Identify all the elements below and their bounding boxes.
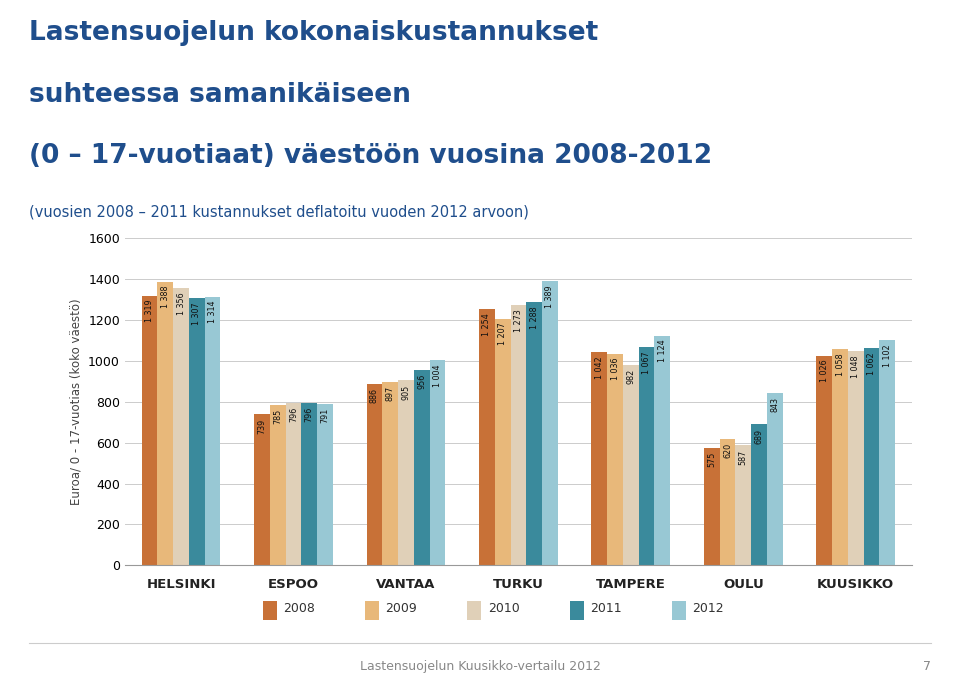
- Text: 1 307: 1 307: [192, 302, 202, 325]
- Text: 843: 843: [770, 397, 780, 412]
- Text: 1 026: 1 026: [820, 360, 828, 382]
- Bar: [479, 309, 494, 565]
- Text: 796: 796: [289, 407, 298, 422]
- Text: (0 – 17-vuotiaat) väestöön vuosina 2008-2012: (0 – 17-vuotiaat) väestöön vuosina 2008-…: [29, 143, 712, 169]
- Bar: [720, 439, 735, 565]
- Text: 7: 7: [924, 660, 931, 674]
- Bar: [317, 404, 333, 565]
- Text: 1 004: 1 004: [433, 364, 442, 387]
- Bar: [864, 348, 879, 565]
- Bar: [816, 355, 832, 565]
- Text: suhteessa samanikäiseen: suhteessa samanikäiseen: [29, 82, 411, 108]
- Bar: [511, 305, 526, 565]
- Bar: [767, 393, 782, 565]
- Text: 1 067: 1 067: [642, 351, 651, 374]
- Bar: [704, 448, 720, 565]
- Bar: [638, 347, 655, 565]
- Text: 2009: 2009: [385, 602, 417, 616]
- Bar: [270, 405, 286, 565]
- Bar: [301, 402, 317, 565]
- Text: 785: 785: [274, 409, 282, 424]
- Text: 575: 575: [708, 452, 716, 467]
- Text: 791: 791: [321, 408, 329, 423]
- Text: 1 356: 1 356: [177, 292, 185, 315]
- FancyBboxPatch shape: [468, 601, 481, 620]
- Bar: [382, 382, 398, 565]
- Bar: [173, 288, 189, 565]
- Text: 1 058: 1 058: [835, 353, 845, 376]
- Text: 739: 739: [257, 418, 267, 434]
- Text: 587: 587: [739, 449, 748, 464]
- Bar: [751, 424, 767, 565]
- Y-axis label: Euroa/ 0 - 17-vuotias (koko väestö): Euroa/ 0 - 17-vuotias (koko väestö): [69, 298, 83, 505]
- Bar: [655, 336, 670, 565]
- Bar: [832, 349, 848, 565]
- Bar: [157, 282, 173, 565]
- Text: 897: 897: [386, 386, 395, 401]
- Bar: [623, 364, 638, 565]
- Text: 1 288: 1 288: [530, 306, 539, 329]
- Bar: [591, 352, 608, 565]
- Bar: [286, 402, 301, 565]
- Text: 2011: 2011: [590, 602, 622, 616]
- Text: 886: 886: [370, 388, 379, 403]
- Text: (vuosien 2008 – 2011 kustannukset deflatoitu vuoden 2012 arvoon): (vuosien 2008 – 2011 kustannukset deflat…: [29, 204, 529, 219]
- Bar: [735, 445, 751, 565]
- Bar: [526, 302, 542, 565]
- Text: 2008: 2008: [283, 602, 315, 616]
- Text: 2010: 2010: [488, 602, 519, 616]
- Text: 689: 689: [755, 428, 763, 444]
- FancyBboxPatch shape: [569, 601, 584, 620]
- Text: 1 042: 1 042: [595, 356, 604, 379]
- Text: 1 388: 1 388: [160, 286, 170, 308]
- Text: 796: 796: [304, 407, 314, 422]
- Bar: [254, 414, 270, 565]
- Bar: [542, 281, 558, 565]
- Text: 956: 956: [418, 374, 426, 390]
- Bar: [204, 297, 221, 565]
- Text: 1 254: 1 254: [483, 313, 492, 336]
- FancyBboxPatch shape: [672, 601, 686, 620]
- Text: 1 102: 1 102: [883, 344, 892, 367]
- Bar: [429, 360, 445, 565]
- Bar: [414, 370, 429, 565]
- Text: 1 319: 1 319: [145, 300, 154, 323]
- Text: 620: 620: [723, 443, 732, 458]
- Text: 1 124: 1 124: [658, 340, 667, 362]
- Text: 1 314: 1 314: [208, 301, 217, 323]
- FancyBboxPatch shape: [365, 601, 379, 620]
- Text: 1 048: 1 048: [852, 355, 860, 378]
- Bar: [367, 384, 382, 565]
- Bar: [189, 298, 204, 565]
- Bar: [398, 380, 414, 565]
- Text: 1 273: 1 273: [514, 309, 523, 332]
- Text: 1 207: 1 207: [498, 323, 507, 345]
- Text: 1 389: 1 389: [545, 285, 554, 308]
- Bar: [848, 351, 864, 565]
- Text: Lastensuojelun Kuusikko-vertailu 2012: Lastensuojelun Kuusikko-vertailu 2012: [360, 660, 600, 674]
- Text: 905: 905: [401, 384, 411, 400]
- Text: 2012: 2012: [692, 602, 724, 616]
- Text: 1 036: 1 036: [611, 358, 619, 380]
- Text: Lastensuojelun kokonaiskustannukset: Lastensuojelun kokonaiskustannukset: [29, 20, 598, 46]
- FancyBboxPatch shape: [263, 601, 276, 620]
- Text: 982: 982: [626, 368, 636, 384]
- Bar: [494, 319, 511, 565]
- Text: 1 062: 1 062: [867, 352, 876, 375]
- Bar: [142, 296, 157, 565]
- Bar: [879, 340, 895, 565]
- Bar: [608, 353, 623, 565]
